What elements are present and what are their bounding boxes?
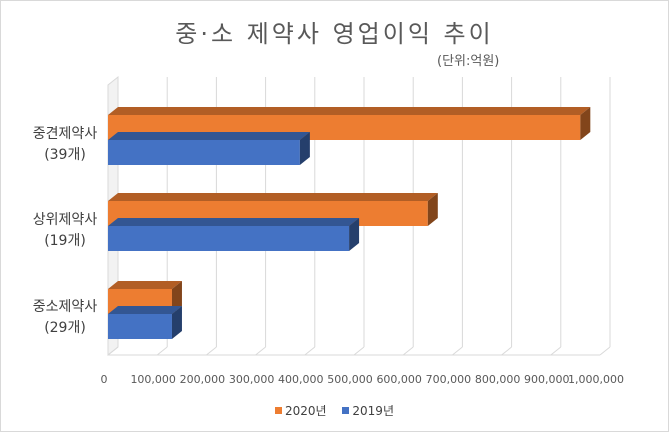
- x-tick-label: 100,000: [130, 373, 176, 386]
- bar-side-face: [427, 193, 438, 226]
- x-tick-label: 1,000,000: [568, 373, 624, 386]
- bar-top-face: [108, 132, 310, 140]
- gridline-floor: [304, 346, 316, 356]
- bar-top-face: [108, 218, 360, 226]
- category-count: (29개): [44, 320, 86, 336]
- gridline-floor: [107, 346, 119, 356]
- x-tick-label: 300,000: [229, 373, 275, 386]
- x-tick-label: 200,000: [180, 373, 226, 386]
- bar-top-face: [108, 281, 182, 289]
- x-tick-label: 700,000: [426, 373, 472, 386]
- x-tick-label: 600,000: [376, 373, 422, 386]
- gridline-floor: [402, 346, 414, 356]
- legend-swatch: [274, 407, 282, 414]
- unit-label: (단위:억원): [437, 54, 500, 69]
- gridline-floor: [452, 346, 463, 356]
- bar-top-face: [108, 107, 591, 115]
- bar-side-face: [580, 107, 591, 140]
- bar-side-face: [299, 132, 310, 165]
- gridline-floor: [206, 346, 217, 356]
- legend: 2020년 2019년: [0, 402, 669, 419]
- chart-title: 중·소 제약사 영업이익 추이: [175, 20, 494, 48]
- legend-label: 2020년: [284, 404, 327, 418]
- legend-swatch: [342, 407, 350, 414]
- x-tick-label: 900,000: [524, 373, 570, 386]
- category-label: 상위제약사 (19개): [15, 210, 115, 252]
- legend-label: 2019년: [352, 404, 394, 418]
- x-tick-label: 500,000: [327, 373, 373, 386]
- category-count: (39개): [44, 147, 86, 163]
- category-name: 상위제약사: [32, 212, 98, 228]
- gridline-floor: [255, 346, 266, 356]
- x-tick-label: 0: [101, 373, 108, 386]
- category-label: 중소제약사 (29개): [15, 297, 115, 339]
- gridline-floor: [550, 346, 562, 356]
- gridline-floor: [501, 346, 512, 356]
- bar-side-face: [349, 218, 360, 251]
- category-count: (19개): [44, 233, 86, 249]
- bar-top-face: [108, 193, 438, 201]
- category-label: 중견제약사 (39개): [15, 124, 115, 166]
- bar: [108, 226, 350, 251]
- category-name: 중견제약사: [32, 126, 98, 142]
- gridline-floor: [353, 346, 365, 356]
- bar: [108, 140, 300, 165]
- x-tick-label: 400,000: [278, 373, 324, 386]
- legend-item: 2020년: [274, 402, 327, 419]
- bar-top-face: [108, 306, 182, 314]
- bar-side-face: [171, 306, 182, 339]
- bar-side-face: [171, 281, 182, 314]
- legend-item: 2019년: [342, 402, 394, 419]
- gridline-floor: [156, 346, 168, 356]
- category-name: 중소제약사: [32, 299, 98, 315]
- bar: [108, 314, 172, 339]
- gridline-floor: [599, 346, 611, 356]
- x-tick-label: 800,000: [475, 373, 521, 386]
